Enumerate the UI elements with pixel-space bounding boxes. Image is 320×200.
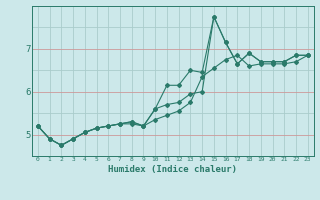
- X-axis label: Humidex (Indice chaleur): Humidex (Indice chaleur): [108, 165, 237, 174]
